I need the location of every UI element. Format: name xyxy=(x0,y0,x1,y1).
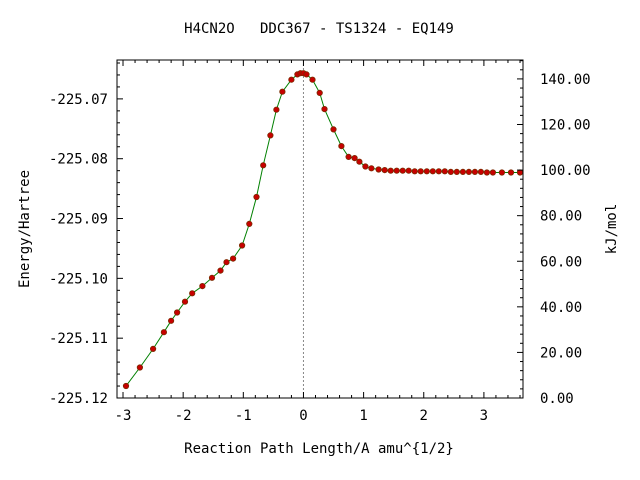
y2-tick-label: 40.00 xyxy=(540,300,582,316)
data-point xyxy=(393,167,400,174)
data-point xyxy=(345,153,352,160)
series-layer xyxy=(122,70,524,390)
y-tick-label: -225.09 xyxy=(49,212,108,228)
data-point xyxy=(459,168,466,175)
y2-tick-label: 80.00 xyxy=(540,209,582,225)
y2-tick-label: 0.00 xyxy=(540,391,574,407)
data-point xyxy=(174,309,181,316)
x-tick-label: -1 xyxy=(235,408,252,424)
data-point xyxy=(330,126,337,133)
data-point xyxy=(387,167,394,174)
data-point xyxy=(498,169,505,176)
data-point xyxy=(405,167,412,174)
x-tick-label: -2 xyxy=(175,408,192,424)
data-point xyxy=(516,169,524,176)
y-tick-label: -225.11 xyxy=(49,331,108,347)
data-point xyxy=(279,88,286,95)
data-point xyxy=(303,71,310,78)
data-point xyxy=(471,168,478,175)
x-tick-label: 3 xyxy=(480,408,488,424)
data-point xyxy=(239,242,246,249)
y-tick-label: -225.12 xyxy=(49,391,108,407)
data-point xyxy=(150,345,157,352)
data-point xyxy=(288,76,295,83)
y2-axis-label: kJ/mol xyxy=(604,204,620,255)
data-point xyxy=(356,158,363,165)
data-point xyxy=(199,282,206,290)
data-point xyxy=(362,163,369,170)
data-point xyxy=(453,168,460,175)
data-point xyxy=(435,168,442,175)
data-point xyxy=(338,143,345,150)
data-point xyxy=(136,364,143,371)
data-point xyxy=(217,267,224,274)
data-point xyxy=(441,168,448,175)
y-tick-label: -225.08 xyxy=(49,152,108,168)
y-tick-label: -225.10 xyxy=(49,271,108,287)
x-tick-label: 0 xyxy=(299,408,307,424)
data-point xyxy=(465,168,472,175)
data-point xyxy=(411,168,418,175)
data-point xyxy=(381,167,388,174)
data-point xyxy=(223,259,230,266)
y2-tick-label: 100.00 xyxy=(540,163,591,179)
data-point xyxy=(477,168,484,175)
data-point xyxy=(351,155,358,162)
chart-title: H4CN2O DDC367 - TS1324 - EQ149 xyxy=(184,21,454,37)
y-axis-label: Energy/Hartree xyxy=(17,170,33,288)
data-point xyxy=(253,193,260,201)
x-tick-label: -3 xyxy=(115,408,132,424)
y2-tick-label: 120.00 xyxy=(540,118,591,134)
data-point xyxy=(423,168,430,175)
x-axis-label: Reaction Path Length/A amu^{1/2} xyxy=(184,441,454,457)
data-point xyxy=(489,169,496,176)
data-point xyxy=(368,165,375,172)
data-point xyxy=(316,89,323,97)
data-point xyxy=(483,169,490,176)
y2-tick-label: 20.00 xyxy=(540,345,582,361)
data-point xyxy=(507,169,515,176)
data-point xyxy=(122,382,130,390)
data-point xyxy=(189,290,196,297)
data-point xyxy=(375,166,382,173)
x-tick-label: 2 xyxy=(420,408,428,424)
data-point xyxy=(267,132,274,139)
data-point xyxy=(321,106,328,113)
data-point xyxy=(230,255,237,262)
y-tick-label: -225.07 xyxy=(49,92,108,108)
data-point xyxy=(447,168,454,175)
data-point xyxy=(168,317,175,324)
data-point xyxy=(429,168,436,175)
data-point xyxy=(160,329,167,336)
series-line xyxy=(125,72,520,387)
y2-tick-label: 60.00 xyxy=(540,254,582,270)
data-point xyxy=(181,298,189,305)
axes-layer: -3 -2 -1 0 1 2 3 -225.07 -225.08 -225.09 -225.10 -2… xyxy=(49,59,591,424)
x-tick-label: 1 xyxy=(359,408,367,424)
data-point xyxy=(208,274,216,281)
plot-frame xyxy=(116,59,524,399)
data-point xyxy=(260,162,267,169)
data-point xyxy=(417,168,424,175)
y2-tick-label: 140.00 xyxy=(540,72,591,88)
data-point xyxy=(309,76,316,83)
data-point xyxy=(246,220,253,227)
data-point xyxy=(399,167,406,174)
data-point xyxy=(273,106,280,113)
